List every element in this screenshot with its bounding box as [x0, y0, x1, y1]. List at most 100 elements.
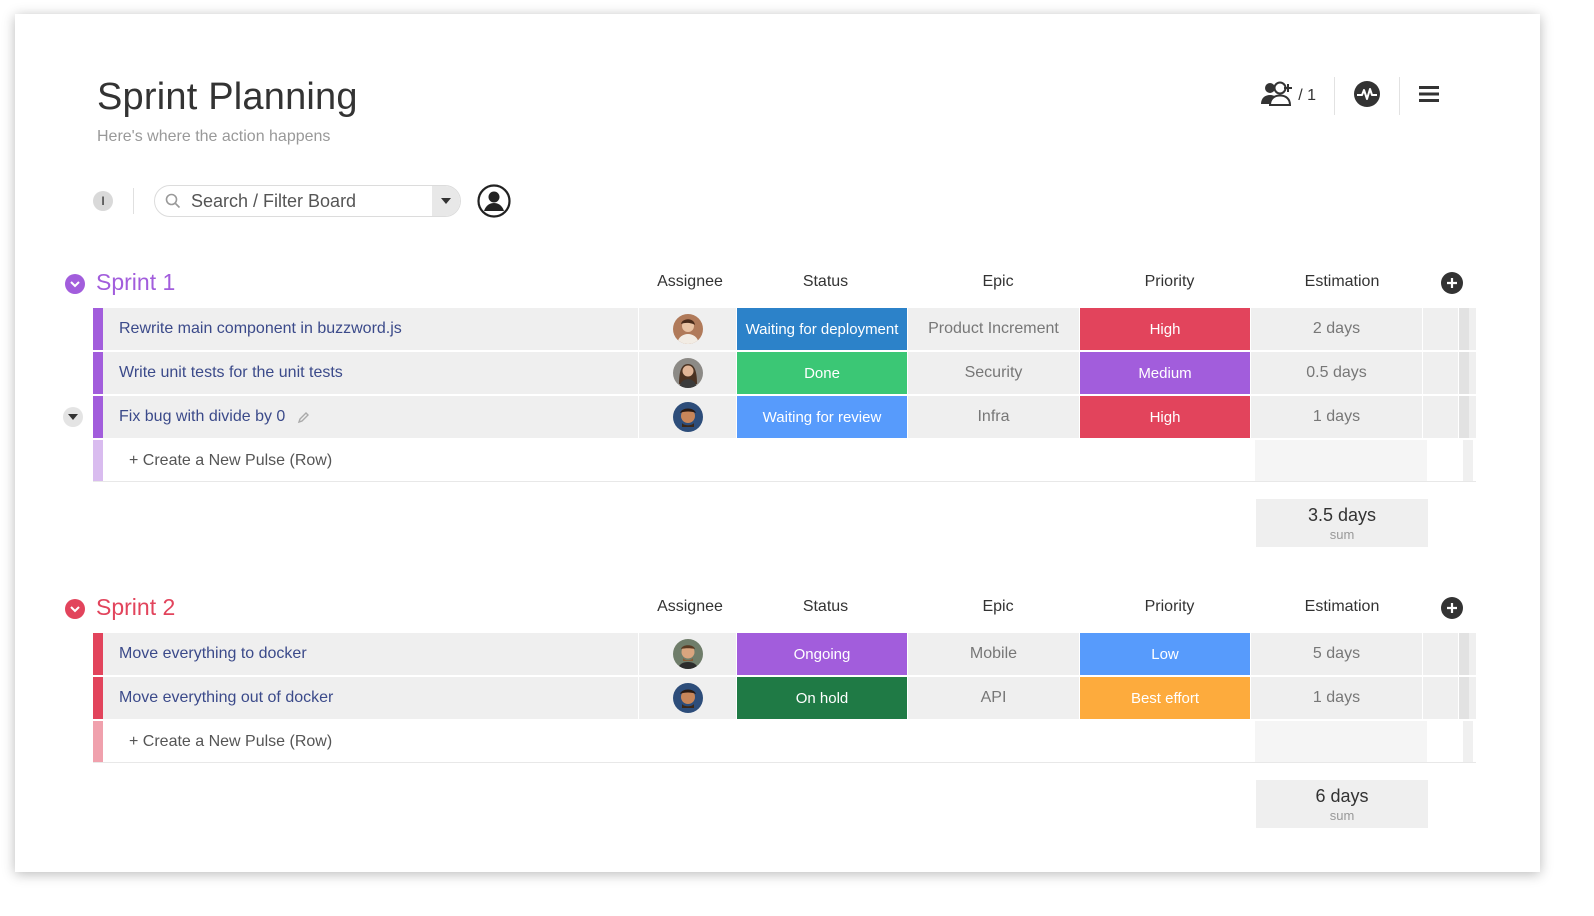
column-header-estimation[interactable]: Estimation	[1304, 273, 1380, 290]
estimation-sum[interactable]: 6 days sum	[1256, 780, 1428, 828]
estimation-sum[interactable]: 3.5 days sum	[1256, 499, 1428, 547]
column-header-epic[interactable]: Epic	[982, 598, 1014, 615]
status-cell[interactable]: Waiting for review	[737, 396, 908, 438]
column-header-assignee[interactable]: Assignee	[657, 273, 723, 290]
board-title[interactable]: Sprint Planning	[97, 76, 358, 118]
empty-cell	[1427, 721, 1463, 762]
table-row[interactable]: Move everything out of docker On hold AP…	[93, 677, 1476, 719]
status-cell[interactable]: Ongoing	[737, 633, 908, 675]
column-header-priority[interactable]: Priority	[1144, 273, 1195, 290]
row-end	[1459, 677, 1469, 719]
pencil-icon[interactable]	[297, 411, 310, 424]
person-filter-button[interactable]	[477, 184, 511, 218]
search-dropdown-button[interactable]	[432, 186, 460, 216]
epic-cell[interactable]: Mobile	[908, 633, 1080, 675]
group-header: Sprint 1 Assignee Status Epic Priority E…	[15, 269, 1540, 299]
empty-cell	[1255, 440, 1427, 481]
plus-icon	[1447, 603, 1457, 613]
avatar	[672, 358, 703, 388]
avatar	[672, 402, 703, 432]
row-end	[1463, 440, 1473, 481]
status-cell[interactable]: Done	[737, 352, 908, 394]
table-row[interactable]: Move everything to docker Ongoing Mobile…	[93, 633, 1476, 675]
column-header-epic[interactable]: Epic	[982, 273, 1014, 290]
assignee-cell[interactable]	[639, 677, 737, 719]
row-color-bar	[93, 352, 103, 394]
epic-cell[interactable]: Security	[908, 352, 1080, 394]
row-name[interactable]: Write unit tests for the unit tests	[103, 352, 639, 394]
table-row[interactable]: Write unit tests for the unit tests Done…	[93, 352, 1476, 394]
create-new-pulse-button[interactable]: + Create a New Pulse (Row)	[129, 732, 333, 750]
group-title[interactable]: Sprint 2	[96, 594, 176, 620]
empty-cell	[1423, 677, 1459, 719]
group-collapse-button[interactable]	[65, 274, 85, 294]
chevron-down-icon	[70, 605, 80, 612]
person-circle-icon	[477, 184, 511, 218]
row-end	[1459, 396, 1469, 438]
row-name[interactable]: Rewrite main component in buzzword.js	[103, 308, 639, 350]
priority-cell[interactable]: Low	[1080, 633, 1251, 675]
status-cell[interactable]: On hold	[737, 677, 908, 719]
row-name[interactable]: Move everything to docker	[103, 633, 639, 675]
assignee-cell[interactable]	[639, 396, 737, 438]
activity-button[interactable]	[1335, 76, 1399, 116]
epic-cell[interactable]: Infra	[908, 396, 1080, 438]
priority-cell[interactable]: Medium	[1080, 352, 1251, 394]
avatar	[672, 683, 703, 713]
row-name[interactable]: Fix bug with divide by 0	[119, 408, 286, 425]
row-name-cell[interactable]: Fix bug with divide by 0	[103, 396, 639, 438]
row-color-bar	[93, 440, 103, 481]
row-end	[1459, 633, 1469, 675]
board-menu-button[interactable]	[1400, 76, 1458, 116]
search-input[interactable]	[191, 186, 432, 216]
row-end	[1459, 308, 1469, 350]
estimation-cell[interactable]: 5 days	[1251, 633, 1423, 675]
row-color-bar	[93, 396, 103, 438]
add-column-button[interactable]	[1441, 597, 1463, 619]
empty-cell	[1423, 352, 1459, 394]
estimation-cell[interactable]: 2 days	[1251, 308, 1423, 350]
sum-label: sum	[1329, 807, 1355, 823]
create-new-pulse-button[interactable]: + Create a New Pulse (Row)	[129, 451, 333, 469]
row-menu-button[interactable]	[63, 407, 83, 427]
board-info-button[interactable]: I	[93, 191, 113, 211]
table-row[interactable]: Fix bug with divide by 0 Waiting for rev…	[63, 396, 1476, 438]
epic-cell[interactable]: API	[908, 677, 1080, 719]
empty-cell	[1423, 396, 1459, 438]
new-row: + Create a New Pulse (Row)	[93, 721, 1476, 763]
caret-down-icon	[441, 198, 451, 204]
members-count: / 1	[1298, 87, 1316, 104]
new-row: + Create a New Pulse (Row)	[93, 440, 1476, 482]
members-icon	[1260, 80, 1294, 113]
toolbar-divider	[133, 188, 134, 214]
group-title[interactable]: Sprint 1	[96, 269, 176, 295]
column-header-status[interactable]: Status	[802, 273, 849, 290]
group-rows: Rewrite main component in buzzword.js Wa…	[63, 308, 1476, 482]
estimation-cell[interactable]: 0.5 days	[1251, 352, 1423, 394]
column-header-estimation[interactable]: Estimation	[1304, 598, 1380, 615]
add-column-button[interactable]	[1441, 272, 1463, 294]
column-header-priority[interactable]: Priority	[1144, 598, 1195, 615]
row-color-bar	[93, 633, 103, 675]
epic-cell[interactable]: Product Increment	[908, 308, 1080, 350]
priority-cell[interactable]: High	[1080, 308, 1251, 350]
status-cell[interactable]: Waiting for deployment	[737, 308, 908, 350]
assignee-cell[interactable]	[639, 308, 737, 350]
column-header-status[interactable]: Status	[802, 598, 849, 615]
estimation-cell[interactable]: 1 days	[1251, 396, 1423, 438]
assignee-cell[interactable]	[639, 633, 737, 675]
row-end	[1459, 352, 1469, 394]
estimation-cell[interactable]: 1 days	[1251, 677, 1423, 719]
column-header-assignee[interactable]: Assignee	[657, 598, 723, 615]
assignee-cell[interactable]	[639, 352, 737, 394]
table-row[interactable]: Rewrite main component in buzzword.js Wa…	[93, 308, 1476, 350]
header-divider	[1399, 77, 1400, 115]
priority-cell[interactable]: Best effort	[1080, 677, 1251, 719]
row-name[interactable]: Move everything out of docker	[103, 677, 639, 719]
avatar	[672, 639, 703, 669]
group-collapse-button[interactable]	[65, 599, 85, 619]
empty-cell	[1423, 633, 1459, 675]
members-button[interactable]: / 1	[1242, 76, 1334, 116]
priority-cell[interactable]: High	[1080, 396, 1251, 438]
board-subtitle[interactable]: Here's where the action happens	[97, 128, 331, 145]
